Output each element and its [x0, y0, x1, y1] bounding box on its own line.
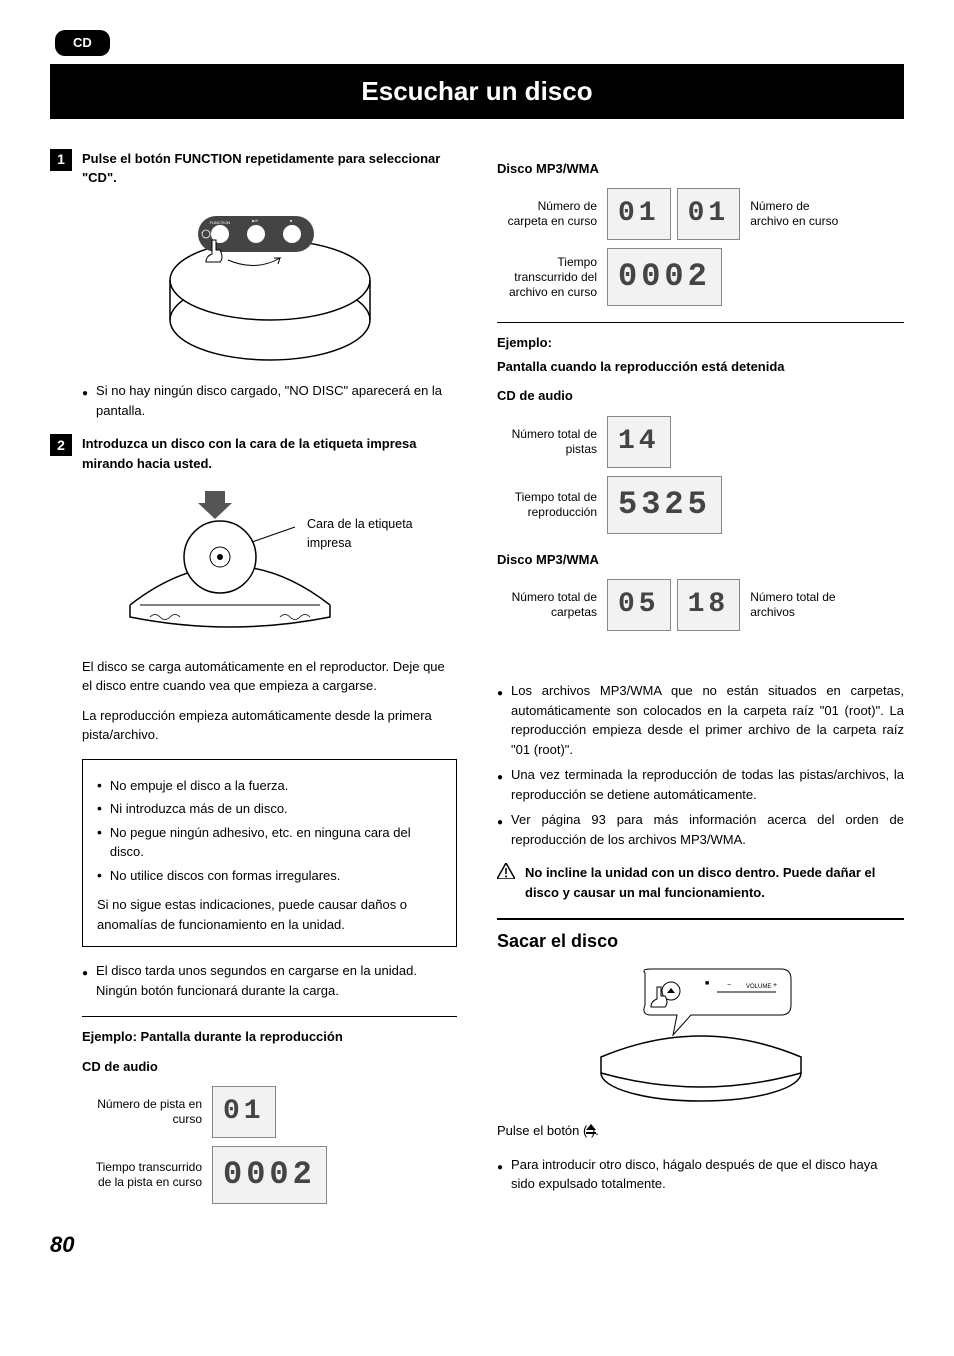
left-column: 1 Pulse el botón FUNCTION repetidamente … — [50, 149, 457, 1209]
step-number-2: 2 — [50, 434, 72, 456]
auto-load-text: El disco se carga automáticamente en el … — [82, 657, 457, 696]
track-number-label: Número de pista en curso — [82, 1097, 202, 1127]
step-2: 2 Introduzca un disco con la cara de la … — [50, 434, 457, 473]
section-tab: CD — [55, 30, 110, 56]
audio-cd-heading-2: CD de audio — [497, 386, 904, 406]
audio-cd-heading: CD de audio — [82, 1057, 457, 1077]
label-face-caption: Cara de la etiqueta impresa — [307, 515, 457, 553]
svg-text:■: ■ — [289, 219, 291, 223]
load-delay-note: El disco tarda unos segundos en cargarse… — [82, 961, 457, 1000]
step-number-1: 1 — [50, 149, 72, 171]
note-item: No pegue ningún adhesivo, etc. en ningun… — [97, 823, 442, 862]
eject-icon — [585, 1120, 597, 1140]
lcd-elapsed-time: 0002 — [212, 1146, 327, 1204]
bullet-dot-icon — [497, 681, 503, 759]
svg-text:▶/II: ▶/II — [252, 219, 258, 223]
mp3-note-3-text: Ver página 93 para más información acerc… — [511, 810, 904, 849]
tilt-warning: No incline la unidad con un disco dentro… — [497, 863, 904, 902]
total-tracks-row: Número total de pistas 14 — [497, 416, 904, 468]
insert-disc-diagram: Cara de la etiqueta impresa — [82, 487, 457, 643]
file-label: Número de archivo en curso — [750, 199, 840, 229]
svg-text:−: − — [727, 982, 731, 989]
total-folders-files-row: Número total de carpetas 05 18 Número to… — [497, 579, 904, 631]
lcd-total-tracks: 14 — [607, 416, 671, 468]
elapsed-time-row: Tiempo transcurrido de la pista en curso… — [82, 1146, 457, 1204]
divider — [82, 1016, 457, 1017]
example-stopped-heading-1: Ejemplo: — [497, 333, 904, 353]
bullet-dot-icon — [497, 810, 503, 849]
total-time-row: Tiempo total de reproducción 5325 — [497, 476, 904, 534]
mp3-heading-2: Disco MP3/WMA — [497, 550, 904, 570]
total-files-label: Número total de archivos — [750, 590, 840, 620]
lcd-file-elapsed: 0002 — [607, 248, 722, 306]
example-playback-heading: Ejemplo: Pantalla durante la reproducció… — [82, 1027, 457, 1047]
folder-file-row: Número de carpeta en curso 01 01 Número … — [497, 188, 904, 240]
folder-label: Número de carpeta en curso — [497, 199, 597, 229]
bullet-dot-icon — [497, 1155, 503, 1194]
svg-text:■: ■ — [705, 980, 709, 987]
page-number: 80 — [50, 1228, 904, 1261]
mp3-note-2: Una vez terminada la reproducción de tod… — [497, 765, 904, 804]
svg-text:FUNCTION: FUNCTION — [209, 220, 230, 225]
svg-text:+: + — [773, 982, 777, 989]
divider-heavy — [497, 918, 904, 920]
mp3-heading: Disco MP3/WMA — [497, 159, 904, 179]
no-disc-text: Si no hay ningún disco cargado, "NO DISC… — [96, 381, 457, 420]
step-1-text: Pulse el botón FUNCTION repetidamente pa… — [82, 149, 457, 188]
lcd-track-number: 01 — [212, 1086, 276, 1138]
note-footer: Si no sigue estas indicaciones, puede ca… — [97, 895, 442, 934]
device-top-diagram: ▶/II ■ FUNCTION — [82, 202, 457, 368]
bullet-dot-icon — [497, 765, 503, 804]
eject-diagram: ■ − VOLUME + — [497, 965, 904, 1111]
svg-text:VOLUME: VOLUME — [746, 984, 771, 990]
lcd-folder: 01 — [607, 188, 671, 240]
mp3-note-2-text: Una vez terminada la reproducción de tod… — [511, 765, 904, 804]
no-disc-note: Si no hay ningún disco cargado, "NO DISC… — [82, 381, 457, 420]
lcd-total-folders: 05 — [607, 579, 671, 631]
auto-play-text: La reproducción empieza automáticamente … — [82, 706, 457, 745]
file-elapsed-row: Tiempo transcurrido del archivo en curso… — [497, 248, 904, 306]
step-2-text: Introduzca un disco con la cara de la et… — [82, 434, 457, 473]
warning-icon — [497, 863, 515, 902]
note-item: Ni introduzca más de un disco. — [97, 799, 442, 819]
tilt-warning-text: No incline la unidad con un disco dentro… — [525, 863, 904, 902]
right-column: Disco MP3/WMA Número de carpeta en curso… — [497, 149, 904, 1209]
reinsert-note: Para introducir otro disco, hágalo despu… — [497, 1155, 904, 1194]
total-folders-label: Número total de carpetas — [497, 590, 597, 620]
mp3-note-3: Ver página 93 para más información acerc… — [497, 810, 904, 849]
bullet-dot-icon — [82, 961, 88, 1000]
file-elapsed-label: Tiempo transcurrido del archivo en curso — [497, 255, 597, 300]
page-title-banner: Escuchar un disco — [50, 64, 904, 119]
lcd-file: 01 — [677, 188, 741, 240]
lcd-total-files: 18 — [677, 579, 741, 631]
track-number-row: Número de pista en curso 01 — [82, 1086, 457, 1138]
step-1: 1 Pulse el botón FUNCTION repetidamente … — [50, 149, 457, 188]
note-item: No utilice discos con formas irregulares… — [97, 866, 442, 886]
bullet-dot-icon — [82, 381, 88, 420]
load-delay-text: El disco tarda unos segundos en cargarse… — [96, 961, 457, 1000]
total-tracks-label: Número total de pistas — [497, 427, 597, 457]
press-eject-text: Pulse el botón ( ). — [497, 1121, 904, 1141]
lcd-total-time: 5325 — [607, 476, 722, 534]
elapsed-time-label: Tiempo transcurrido de la pista en curso — [82, 1160, 202, 1190]
eject-heading: Sacar el disco — [497, 928, 904, 955]
total-time-label: Tiempo total de reproducción — [497, 490, 597, 520]
note-item: No empuje el disco a la fuerza. — [97, 776, 442, 796]
mp3-note-1: Los archivos MP3/WMA que no están situad… — [497, 681, 904, 759]
caution-box: No empuje el disco a la fuerza. Ni intro… — [82, 759, 457, 948]
divider — [497, 322, 904, 323]
reinsert-text: Para introducir otro disco, hágalo despu… — [511, 1155, 904, 1194]
example-stopped-heading-2: Pantalla cuando la reproducción está det… — [497, 357, 904, 377]
mp3-note-1-text: Los archivos MP3/WMA que no están situad… — [511, 681, 904, 759]
